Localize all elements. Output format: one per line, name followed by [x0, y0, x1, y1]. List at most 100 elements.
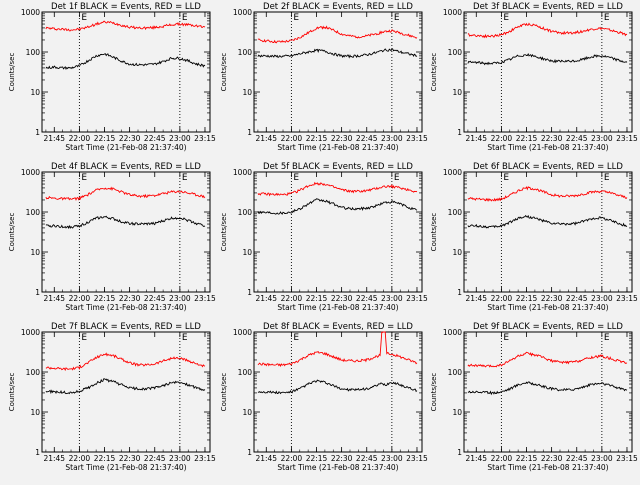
y-tick-label: 100	[238, 48, 253, 57]
event-marker-label: E	[182, 173, 188, 183]
x-tick-label: 22:30	[119, 454, 141, 463]
x-axis-label: Start Time (21-Feb-08 21:37:40)	[487, 463, 608, 472]
x-tick-label: 22:15	[516, 454, 538, 463]
x-tick-label: 22:15	[516, 134, 538, 143]
x-tick-label: 22:15	[306, 294, 328, 303]
plot-frame	[253, 331, 423, 453]
event-marker-label: E	[604, 173, 610, 183]
lld-series-line	[467, 351, 628, 368]
x-tick-label: 23:00	[591, 134, 613, 143]
events-series-line	[467, 53, 628, 66]
x-axis-label: Start Time (21-Feb-08 21:37:40)	[65, 463, 186, 472]
x-tick-label: 22:00	[69, 134, 91, 143]
x-tick-label: 22:00	[281, 294, 303, 303]
chart-panel-4: Det 4f BLACK = Events, RED = LLD Counts/s…	[8, 162, 216, 312]
plot-frame	[253, 11, 423, 133]
chart-panel-9: Det 9f BLACK = Events, RED = LLD Counts/s…	[430, 322, 638, 472]
event-marker-label: E	[604, 13, 610, 23]
y-tick-label: 1000	[21, 8, 40, 17]
x-tick-label: 21:45	[43, 294, 65, 303]
event-marker-label: E	[81, 333, 87, 343]
events-series-line	[257, 379, 418, 395]
y-tick-label: 10	[30, 88, 40, 97]
plot-frame	[41, 11, 211, 133]
x-tick-label: 21:45	[255, 294, 277, 303]
x-tick-label: 21:45	[255, 454, 277, 463]
lld-series-line	[45, 20, 206, 32]
chart-title: Det 8f BLACK = Events, RED = LLD	[263, 322, 413, 332]
event-marker-label: E	[182, 333, 188, 343]
x-tick-label: 21:45	[255, 134, 277, 143]
x-tick-label: 23:15	[616, 454, 638, 463]
y-tick-label: 10	[242, 88, 252, 97]
y-tick-label: 1	[247, 288, 252, 297]
x-tick-label: 22:15	[94, 294, 116, 303]
x-tick-label: 23:00	[381, 294, 403, 303]
y-axis-label: Counts/sec	[220, 373, 228, 412]
event-marker-label: E	[182, 13, 188, 23]
x-tick-label: 23:00	[169, 454, 191, 463]
event-marker-label: E	[394, 13, 400, 23]
y-axis-label: Counts/sec	[8, 213, 16, 252]
y-axis-label: Counts/sec	[220, 53, 228, 92]
events-series-line	[257, 198, 418, 215]
chart-title: Det 4f BLACK = Events, RED = LLD	[51, 162, 201, 172]
x-tick-label: 21:45	[465, 294, 487, 303]
event-marker-label: E	[293, 333, 299, 343]
chart-panel-3: Det 3f BLACK = Events, RED = LLD Counts/s…	[430, 2, 638, 152]
plot-frame	[463, 331, 633, 453]
y-tick-label: 10	[452, 408, 462, 417]
x-tick-label: 23:15	[194, 134, 216, 143]
x-tick-label: 22:30	[541, 294, 563, 303]
event-marker-label: E	[81, 173, 87, 183]
lld-series-line	[45, 186, 206, 201]
x-tick-label: 22:45	[566, 294, 588, 303]
plot-frame	[41, 171, 211, 293]
x-tick-label: 23:15	[616, 294, 638, 303]
x-tick-label: 22:30	[541, 134, 563, 143]
y-tick-label: 100	[448, 368, 463, 377]
event-marker-label: E	[604, 333, 610, 343]
x-tick-label: 22:15	[516, 294, 538, 303]
y-tick-label: 1	[247, 128, 252, 137]
x-axis-label: Start Time (21-Feb-08 21:37:40)	[277, 303, 398, 312]
x-tick-label: 22:30	[119, 294, 141, 303]
chart-panel-5: Det 5f BLACK = Events, RED = LLD Counts/s…	[220, 162, 428, 312]
x-tick-label: 23:00	[591, 294, 613, 303]
y-tick-label: 10	[30, 408, 40, 417]
x-tick-label: 22:00	[491, 454, 513, 463]
events-series-line	[45, 53, 206, 71]
y-axis-label: Counts/sec	[430, 213, 438, 252]
x-axis-label: Start Time (21-Feb-08 21:37:40)	[277, 143, 398, 152]
chart-title: Det 6f BLACK = Events, RED = LLD	[473, 162, 623, 172]
x-tick-label: 21:45	[465, 454, 487, 463]
y-tick-label: 100	[26, 368, 41, 377]
y-tick-label: 1	[35, 448, 40, 457]
event-marker-label: E	[81, 13, 87, 23]
x-tick-label: 22:45	[144, 294, 166, 303]
plot-frame	[253, 171, 423, 293]
y-axis-label: Counts/sec	[430, 373, 438, 412]
chart-title: Det 1f BLACK = Events, RED = LLD	[51, 2, 201, 12]
x-tick-label: 22:15	[306, 134, 328, 143]
event-marker-label: E	[293, 173, 299, 183]
x-tick-label: 22:45	[356, 294, 378, 303]
lld-series-line	[257, 331, 418, 368]
y-tick-label: 100	[238, 368, 253, 377]
x-tick-label: 23:15	[406, 134, 428, 143]
event-marker-label: E	[394, 333, 400, 343]
chart-panel-2: Det 2f BLACK = Events, RED = LLD Counts/s…	[220, 2, 428, 152]
x-tick-label: 23:00	[169, 134, 191, 143]
x-tick-label: 22:45	[566, 134, 588, 143]
x-tick-label: 22:45	[144, 134, 166, 143]
x-axis-label: Start Time (21-Feb-08 21:37:40)	[487, 143, 608, 152]
x-axis-label: Start Time (21-Feb-08 21:37:40)	[65, 303, 186, 312]
y-tick-label: 1000	[21, 168, 40, 177]
event-marker-label: E	[503, 333, 509, 343]
x-tick-label: 22:30	[331, 294, 353, 303]
x-axis-label: Start Time (21-Feb-08 21:37:40)	[277, 463, 398, 472]
x-tick-label: 22:30	[119, 134, 141, 143]
events-series-line	[467, 381, 628, 396]
